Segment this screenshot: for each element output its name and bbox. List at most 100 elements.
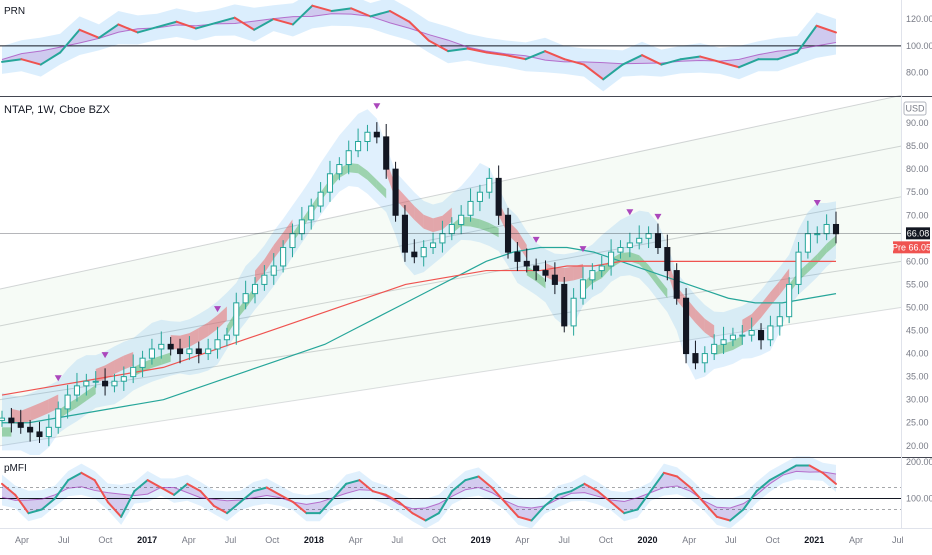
candle[interactable]	[45, 414, 52, 447]
candle[interactable]	[467, 188, 474, 222]
candle[interactable]	[757, 323, 765, 350]
candle[interactable]	[814, 226, 821, 244]
price-pane[interactable]	[0, 94, 902, 456]
candle[interactable]	[214, 326, 221, 359]
candle[interactable]	[355, 128, 362, 158]
candle[interactable]	[383, 123, 390, 179]
candle[interactable]	[448, 217, 455, 241]
candle[interactable]	[73, 372, 81, 402]
candle[interactable]	[102, 368, 109, 396]
candle[interactable]	[673, 263, 680, 305]
pmf-line-segment	[318, 497, 334, 515]
candle[interactable]	[776, 303, 783, 336]
candle-body	[608, 251, 615, 267]
candle[interactable]	[373, 122, 380, 144]
candle[interactable]	[430, 232, 437, 254]
candle[interactable]	[223, 327, 230, 347]
candle[interactable]	[205, 338, 212, 361]
candle[interactable]	[786, 277, 793, 324]
candle[interactable]	[495, 165, 502, 225]
candle[interactable]	[0, 410, 6, 427]
candle[interactable]	[167, 336, 174, 356]
candle[interactable]	[439, 220, 446, 253]
candle[interactable]	[233, 292, 240, 345]
candle[interactable]	[589, 263, 596, 290]
candle[interactable]	[139, 350, 146, 378]
candle[interactable]	[664, 234, 671, 281]
candle[interactable]	[626, 232, 633, 258]
candle[interactable]	[795, 242, 802, 295]
candle[interactable]	[326, 160, 334, 202]
candle[interactable]	[711, 334, 718, 361]
candle[interactable]	[701, 346, 708, 373]
candle[interactable]	[92, 371, 99, 388]
signal-marker	[214, 306, 222, 313]
candle[interactable]	[561, 277, 568, 333]
candle[interactable]	[317, 182, 324, 213]
candle[interactable]	[392, 161, 399, 222]
prn-line-segment	[563, 58, 585, 66]
candle[interactable]	[804, 220, 811, 259]
candle[interactable]	[729, 327, 736, 347]
candle[interactable]	[748, 317, 755, 342]
candle[interactable]	[542, 260, 549, 282]
candle[interactable]	[636, 225, 643, 250]
candle[interactable]	[476, 184, 483, 212]
candle[interactable]	[251, 277, 259, 304]
candle[interactable]	[186, 336, 193, 361]
candle[interactable]	[280, 240, 287, 273]
candle[interactable]	[17, 409, 24, 434]
candle[interactable]	[64, 384, 71, 419]
candle[interactable]	[739, 324, 746, 345]
candle-body	[55, 408, 62, 428]
candle[interactable]	[308, 198, 315, 230]
candle[interactable]	[832, 211, 840, 244]
candle[interactable]	[176, 338, 184, 364]
candle[interactable]	[261, 265, 268, 291]
candle[interactable]	[523, 248, 530, 273]
candle[interactable]	[570, 288, 577, 336]
candle[interactable]	[120, 366, 127, 391]
candle[interactable]	[692, 340, 699, 370]
candle[interactable]	[364, 124, 371, 152]
candle[interactable]	[579, 266, 587, 305]
candle[interactable]	[551, 262, 558, 295]
price-scale[interactable]: 90.00 85.00 80.00 75.00 70.00 60.00 55.00 50.00…	[906, 118, 929, 451]
candle[interactable]	[533, 258, 540, 281]
candle[interactable]	[683, 288, 690, 364]
candle[interactable]	[345, 140, 352, 175]
signal-marker	[373, 103, 381, 110]
candle[interactable]	[8, 407, 15, 433]
candle[interactable]	[720, 326, 727, 355]
pmf-pane[interactable]: 200.00 100.00	[0, 456, 932, 529]
candle[interactable]	[36, 421, 43, 444]
time-axis[interactable]: Apr Jul Oct 2017 Apr Jul Oct 2018 Apr Jul Oct 2019 A…	[15, 535, 903, 545]
candle[interactable]	[654, 223, 662, 254]
candle[interactable]	[195, 341, 202, 364]
candle[interactable]	[767, 315, 774, 347]
candle[interactable]	[111, 373, 118, 393]
candle[interactable]	[298, 206, 305, 241]
candle[interactable]	[148, 338, 155, 365]
candle[interactable]	[336, 157, 343, 181]
candle[interactable]	[83, 373, 90, 396]
candle[interactable]	[608, 239, 615, 276]
currency-badge[interactable]: USD	[903, 101, 927, 116]
candle[interactable]	[27, 419, 34, 442]
candle[interactable]	[617, 240, 624, 259]
candle[interactable]	[158, 331, 165, 359]
candle[interactable]	[458, 205, 465, 235]
candle[interactable]	[420, 240, 427, 267]
candle[interactable]	[411, 239, 418, 264]
candle[interactable]	[270, 253, 277, 285]
candle[interactable]	[289, 223, 296, 258]
candle[interactable]	[242, 280, 249, 310]
candle[interactable]	[55, 401, 62, 434]
candle[interactable]	[486, 168, 493, 199]
candle[interactable]	[514, 242, 521, 272]
candle[interactable]	[645, 226, 652, 248]
candle[interactable]	[823, 214, 830, 241]
prn-pane[interactable]: 120.00 100.00 80.00	[0, 0, 932, 92]
candle[interactable]	[598, 255, 605, 278]
candle[interactable]	[130, 354, 137, 384]
